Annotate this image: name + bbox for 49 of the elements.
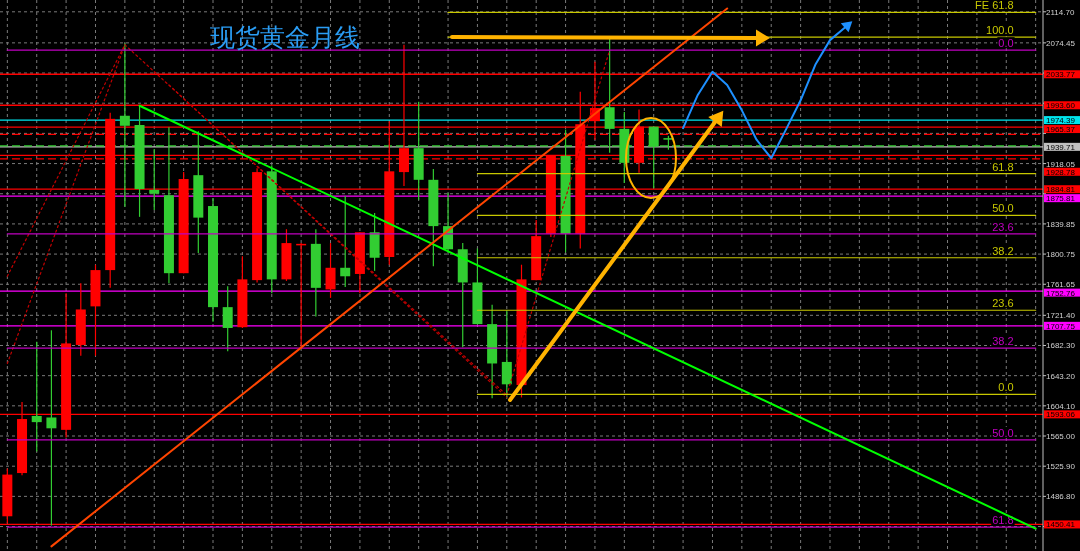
ref-line-label: 2033.77 — [1046, 70, 1076, 80]
ref-line-label: 1965.37 — [1046, 125, 1076, 135]
ref-line-label: 1993.60 — [1046, 101, 1076, 111]
line-label: 100.0 — [985, 24, 1015, 37]
price-label: 1450.41 — [1044, 520, 1080, 530]
y-tick-label: 1604.10 — [1046, 401, 1076, 411]
y-tick-label: 1800.75 — [1046, 250, 1076, 260]
ref-line-label: 1593.06 — [1046, 410, 1076, 420]
ref-line-label: 1939.71 — [1046, 142, 1076, 152]
ref-line-label: 1875.81 — [1046, 194, 1076, 204]
price-label: 1974.39 — [1044, 116, 1080, 126]
line-label: 50.0 — [991, 202, 1015, 215]
price-label: 1593.06 — [1044, 410, 1080, 420]
y-tick-label: 1525.90 — [1046, 462, 1076, 472]
line-label: 61.8 — [991, 160, 1015, 173]
ref-line-label: 1707.75 — [1046, 321, 1076, 331]
price-label: 2033.77 — [1044, 70, 1080, 80]
price-label: 1752.76 — [1044, 288, 1080, 298]
price-label: 1965.37 — [1044, 125, 1080, 135]
text: 现货黄金月线 — [210, 23, 360, 51]
ref-line-label: 1974.39 — [1046, 116, 1076, 126]
ref-line-label: 1450.41 — [1046, 520, 1076, 530]
price-label: 1993.60 — [1044, 101, 1080, 111]
line-label: FE 61.8 — [974, 0, 1015, 12]
y-tick-label: 1565.00 — [1046, 432, 1076, 442]
price-label: 1884.81 — [1044, 185, 1080, 195]
y-tick-label: 1839.85 — [1046, 219, 1076, 229]
line-label: 38.2 — [991, 244, 1015, 257]
y-tick-label: 1918.05 — [1046, 159, 1076, 169]
line-label: 23.6 — [991, 220, 1015, 233]
y-tick-label: 1721.40 — [1046, 311, 1076, 321]
ref-line-label: 1752.76 — [1046, 288, 1076, 298]
y-tick-label: 1761.65 — [1046, 280, 1076, 290]
y-tick-label: 2114.70 — [1046, 7, 1075, 17]
y-tick-label: 1486.80 — [1046, 492, 1076, 502]
price-label: 1939.71 — [1044, 142, 1080, 152]
price-label: 1928.78 — [1044, 167, 1080, 177]
price-label: 1875.81 — [1044, 194, 1080, 204]
y-tick-label: 1682.30 — [1046, 341, 1076, 351]
line-label: 0.0 — [997, 381, 1015, 394]
line-label: 0.0 — [997, 37, 1015, 50]
price-label: 1707.75 — [1044, 321, 1080, 331]
y-tick-label: 2074.45 — [1046, 38, 1076, 48]
ref-line-label: 1928.78 — [1046, 167, 1076, 177]
ref-line-label: 1884.81 — [1046, 185, 1076, 195]
line-label: 38.2 — [991, 335, 1015, 348]
line-label: 23.6 — [991, 297, 1015, 310]
y-tick-label: 1643.20 — [1046, 371, 1076, 381]
line-label: 50.0 — [991, 426, 1015, 439]
